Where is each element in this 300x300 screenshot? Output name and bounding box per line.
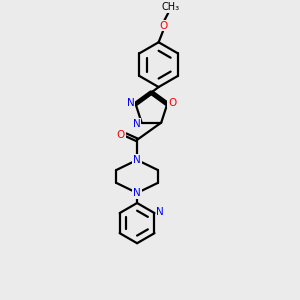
Text: O: O	[168, 98, 177, 108]
Text: N: N	[133, 119, 140, 129]
Text: O: O	[160, 21, 168, 31]
Text: N: N	[133, 188, 141, 198]
Text: N: N	[133, 155, 141, 165]
Text: O: O	[117, 130, 125, 140]
Text: CH₃: CH₃	[162, 2, 180, 12]
Text: N: N	[127, 98, 134, 108]
Text: N: N	[156, 207, 164, 217]
